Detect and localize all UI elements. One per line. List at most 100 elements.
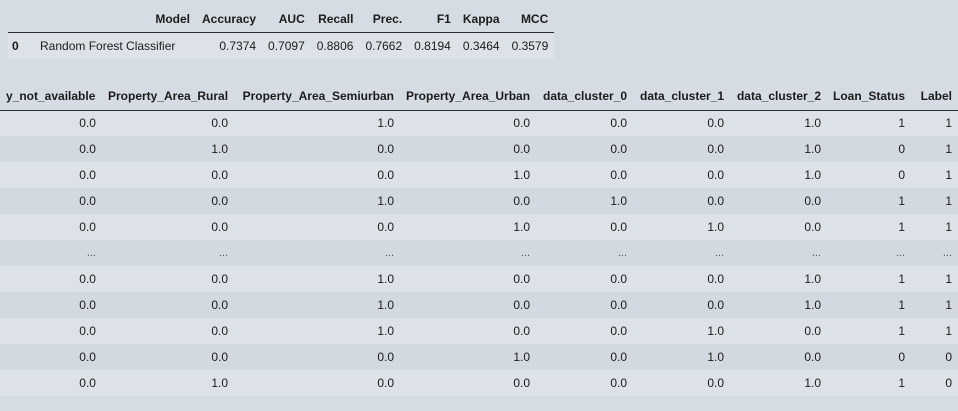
table-cell: 0.0 xyxy=(234,162,400,188)
metrics-auc-header: AUC xyxy=(262,6,311,33)
table-row: 0.0 0.0 1.0 0.0 0.0 1.0 0.0 1 1 xyxy=(0,318,958,344)
metrics-kappa-cell: 0.3464 xyxy=(456,32,506,59)
table-cell: ... xyxy=(400,240,537,266)
table-cell: 0.0 xyxy=(0,214,102,240)
table-cell: 1.0 xyxy=(730,266,828,292)
column-header: data_cluster_1 xyxy=(633,82,731,111)
table-cell: 1.0 xyxy=(234,188,400,214)
table-cell: 0.0 xyxy=(234,214,400,240)
table-cell: 1 xyxy=(911,214,958,240)
table-cell: 0.0 xyxy=(400,136,537,162)
table-cell: 0.0 xyxy=(633,292,731,318)
table-cell: 1 xyxy=(911,318,958,344)
table-row: 0.0 1.0 0.0 0.0 0.0 0.0 1.0 1 0 xyxy=(0,370,958,396)
table-cell: 1.0 xyxy=(633,214,731,240)
table-cell: 0.0 xyxy=(0,266,102,292)
table-cell: 0.0 xyxy=(536,162,634,188)
column-header: Property_Area_Semiurban xyxy=(234,82,400,111)
table-cell: 1.0 xyxy=(730,136,828,162)
table-cell: 0.0 xyxy=(536,110,634,136)
column-header: y_not_available xyxy=(0,82,102,111)
table-cell: ... xyxy=(827,240,912,266)
table-cell: 1.0 xyxy=(234,318,400,344)
table-cell: 1.0 xyxy=(400,214,537,240)
table-cell: 0.0 xyxy=(730,344,828,370)
table-cell: 1 xyxy=(827,370,912,396)
metrics-prec-cell: 0.7662 xyxy=(359,32,409,59)
table-cell: 0.0 xyxy=(0,318,102,344)
table-cell: 0.0 xyxy=(101,344,235,370)
table-cell: 0.0 xyxy=(101,188,235,214)
table-cell: 1 xyxy=(827,266,912,292)
metrics-header-row: Model Accuracy AUC Recall Prec. F1 Kappa… xyxy=(8,6,555,33)
table-cell: 1 xyxy=(911,266,958,292)
metrics-kappa-header: Kappa xyxy=(456,6,506,33)
table-cell: 1.0 xyxy=(536,188,634,214)
table-cell: 0.0 xyxy=(536,292,634,318)
table-cell: ... xyxy=(536,240,634,266)
table-row: 0.0 0.0 1.0 0.0 0.0 0.0 1.0 1 1 xyxy=(0,110,958,136)
table-cell: 0.0 xyxy=(400,292,537,318)
table-cell: 0.0 xyxy=(730,214,828,240)
table-cell: 0.0 xyxy=(101,214,235,240)
metrics-f1-header: F1 xyxy=(408,6,457,33)
table-cell: ... xyxy=(234,240,400,266)
table-cell: 0.0 xyxy=(633,110,731,136)
table-cell: 1.0 xyxy=(101,136,235,162)
table-cell: 0 xyxy=(911,344,958,370)
metrics-table: Model Accuracy AUC Recall Prec. F1 Kappa… xyxy=(8,6,555,59)
table-cell: 0.0 xyxy=(633,136,731,162)
table-cell: 1 xyxy=(911,292,958,318)
ellipsis-row: ........................... xyxy=(0,240,958,266)
table-cell: 1.0 xyxy=(234,110,400,136)
metrics-f1-cell: 0.8194 xyxy=(408,32,457,59)
table-cell: 1.0 xyxy=(730,370,828,396)
table-cell: 0.0 xyxy=(536,214,634,240)
table-row: 0.0 0.0 1.0 0.0 0.0 0.0 1.0 1 1 xyxy=(0,266,958,292)
metrics-index-header xyxy=(8,6,34,33)
table-cell: 1.0 xyxy=(730,110,828,136)
table-row: 0.0 0.0 1.0 0.0 0.0 0.0 1.0 1 1 xyxy=(0,292,958,318)
table-cell: 1.0 xyxy=(633,318,731,344)
table-cell: 0.0 xyxy=(234,370,400,396)
table-cell: 0.0 xyxy=(0,292,102,318)
metrics-model-cell: Random Forest Classifier xyxy=(34,32,196,59)
table-row: 0.0 0.0 0.0 1.0 0.0 1.0 0.0 1 1 xyxy=(0,214,958,240)
table-cell: 0.0 xyxy=(101,266,235,292)
table-cell: 0.0 xyxy=(536,136,634,162)
table-cell: 0.0 xyxy=(101,318,235,344)
column-header: Property_Area_Rural xyxy=(101,82,235,111)
table-cell: 1.0 xyxy=(633,344,731,370)
table-cell: ... xyxy=(0,240,102,266)
metrics-prec-header: Prec. xyxy=(359,6,409,33)
table-cell: 1 xyxy=(827,214,912,240)
table-cell: 0.0 xyxy=(0,110,102,136)
table-cell: 0.0 xyxy=(0,188,102,214)
table-cell: 1 xyxy=(911,136,958,162)
table-cell: 0.0 xyxy=(400,370,537,396)
column-header: Label xyxy=(911,82,958,111)
table-cell: 0.0 xyxy=(536,318,634,344)
table-cell: 0.0 xyxy=(0,136,102,162)
table-cell: 1 xyxy=(827,188,912,214)
metrics-recall-cell: 0.8806 xyxy=(310,32,360,59)
table-cell: 0 xyxy=(827,162,912,188)
table-cell: 1.0 xyxy=(400,162,537,188)
table-cell: 0.0 xyxy=(234,344,400,370)
metrics-mcc-cell: 0.3579 xyxy=(505,32,555,59)
table-cell: 0.0 xyxy=(234,136,400,162)
table-cell: 1.0 xyxy=(101,370,235,396)
metrics-accuracy-header: Accuracy xyxy=(196,6,263,33)
table-cell: 0.0 xyxy=(0,162,102,188)
table-cell: 0.0 xyxy=(0,344,102,370)
table-cell: 0.0 xyxy=(633,370,731,396)
table-cell: ... xyxy=(911,240,958,266)
column-header: data_cluster_0 xyxy=(536,82,634,111)
metrics-recall-header: Recall xyxy=(310,6,360,33)
metrics-row-index: 0 xyxy=(8,32,34,59)
predictions-body: 0.0 0.0 1.0 0.0 0.0 0.0 1.0 1 1 0.0 1.0 0.0 0.0 0.0 0.… xyxy=(0,110,958,396)
metrics-auc-cell: 0.7097 xyxy=(262,32,311,59)
metrics-row: 0 Random Forest Classifier 0.7374 0.7097… xyxy=(8,32,555,59)
table-cell: 0 xyxy=(911,370,958,396)
table-cell: 1 xyxy=(827,110,912,136)
